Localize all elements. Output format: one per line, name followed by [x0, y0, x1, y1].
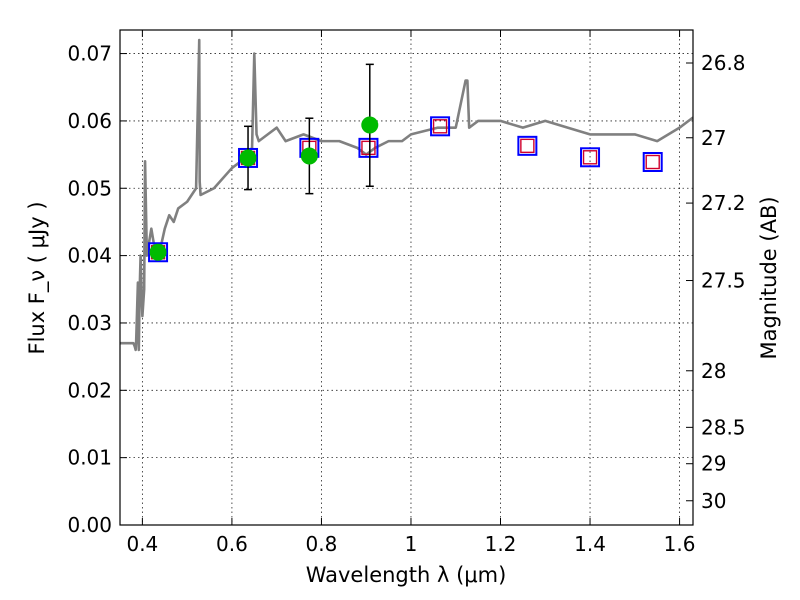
detection-point [239, 149, 257, 167]
y-tick-label: 0.01 [67, 446, 112, 470]
right-tick-label: 30 [701, 489, 726, 513]
observed-photometry-point [148, 242, 169, 263]
y-tick-label: 0.06 [67, 109, 112, 133]
observed-photometry-point [430, 116, 451, 137]
right-tick-label: 28.5 [701, 415, 746, 439]
model-photometry-point [520, 138, 535, 154]
model-photometry-point [432, 119, 448, 134]
x-tick-label: 1.2 [485, 532, 517, 556]
detection-point [361, 116, 379, 134]
x-tick-label: 0.4 [126, 532, 158, 556]
plot-area [120, 38, 693, 352]
detection-point [149, 243, 167, 261]
right-tick-label: 26.8 [701, 51, 746, 75]
y-tick-label: 0.02 [67, 378, 112, 402]
model-photometry-point [645, 154, 660, 170]
x-tick-label: 1 [405, 532, 418, 556]
detection-point [300, 147, 318, 165]
y-tick-label: 0.07 [67, 42, 112, 66]
x-axis-label: Wavelength λ (μm) [306, 563, 507, 587]
x-tick-label: 0.6 [216, 532, 248, 556]
y-tick-label: 0.03 [67, 311, 112, 335]
model-photometry-point [582, 150, 598, 165]
y-tick-label: 0.05 [67, 176, 112, 200]
right-axis-label: Magnitude (AB) [757, 196, 781, 359]
y-axis-label: Flux F_ν ( μJy ) [25, 201, 50, 354]
y-tick-label: 0.00 [67, 513, 112, 537]
x-tick-label: 1.4 [574, 532, 606, 556]
right-tick-label: 27.5 [701, 269, 746, 293]
tick-labels: 0.4 0.6 0.8 1 1.2 1.4 1.6 0.00 0.01 0.02 0.03 0.04 0… [67, 42, 745, 556]
right-tick-label: 27.2 [701, 191, 746, 215]
right-tick-label: 29 [701, 452, 726, 476]
observed-photometry-point [580, 147, 601, 168]
y-tick-label: 0.04 [67, 244, 112, 268]
x-tick-label: 1.6 [664, 532, 696, 556]
model-photometry-point [361, 140, 376, 156]
plot-frame [119, 29, 694, 526]
observed-photometry-point [642, 152, 663, 172]
axis-ticks [120, 30, 693, 526]
x-tick-label: 0.8 [306, 532, 338, 556]
observed-photometry-point [358, 137, 379, 158]
observed-photometry-point [517, 135, 538, 156]
right-tick-label: 28 [701, 359, 726, 383]
right-tick-label: 27 [701, 126, 726, 150]
